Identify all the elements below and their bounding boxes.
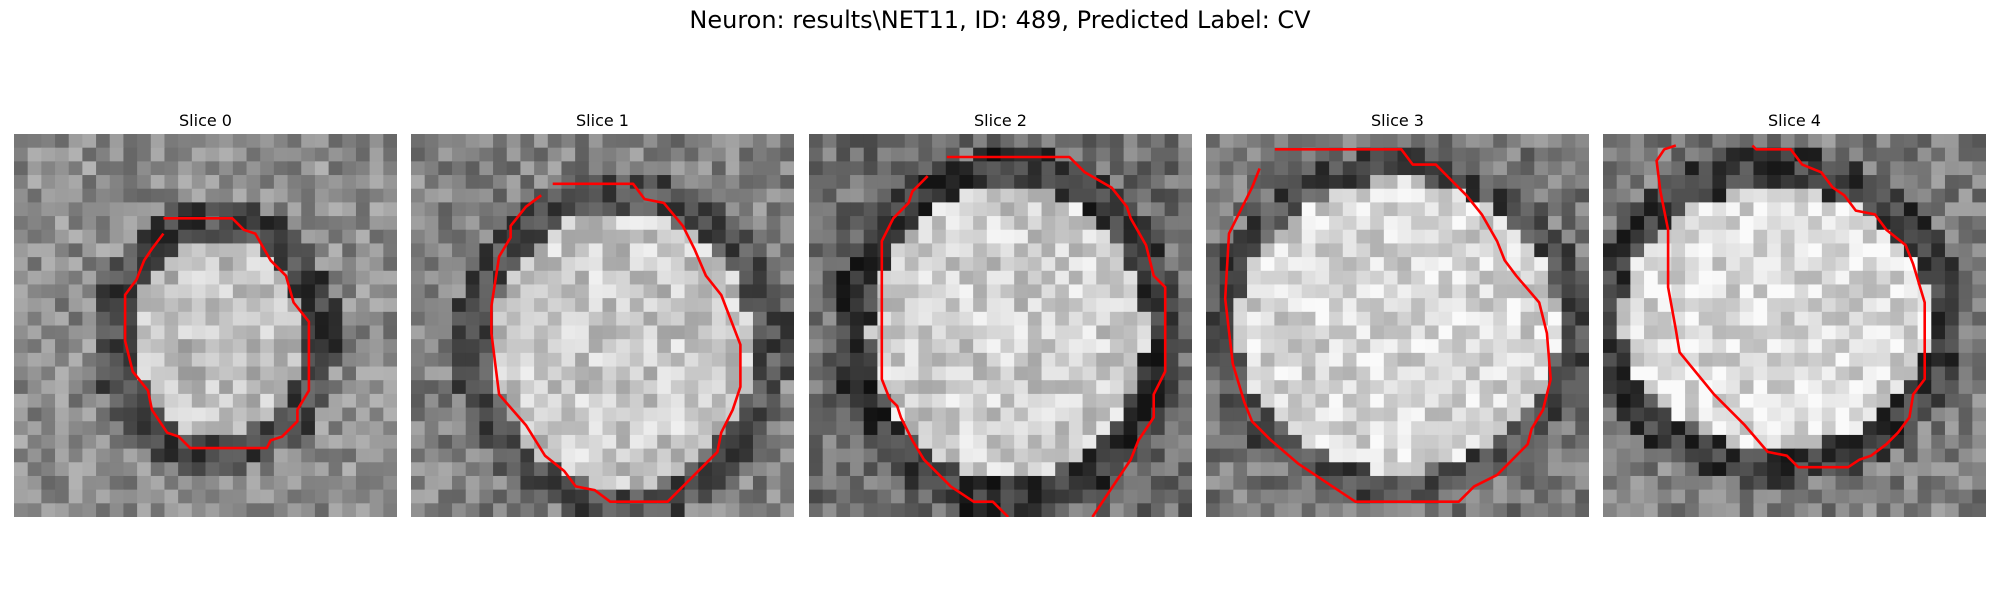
figure-title: Neuron: results\NET11, ID: 489, Predicte… <box>689 6 1311 34</box>
contour-outline <box>1655 144 1926 469</box>
slice-image <box>809 134 1192 517</box>
contour-outline <box>880 155 1167 517</box>
pixel-grid <box>1206 134 1589 517</box>
slice-panel-3: Slice 3 <box>1206 108 1589 517</box>
slice-image <box>1603 134 1986 517</box>
slice-image <box>1206 134 1589 517</box>
slice-title: Slice 0 <box>179 111 232 130</box>
slice-image <box>14 134 397 517</box>
contour-outline <box>1223 148 1552 503</box>
contour-outline <box>123 217 311 450</box>
pixel-grid <box>1603 134 1986 517</box>
slice-panel-0: Slice 0 <box>14 108 397 517</box>
slice-image <box>411 134 794 517</box>
contour-outline <box>490 182 742 503</box>
slice-title: Slice 1 <box>576 111 629 130</box>
pixel-grid <box>14 134 397 517</box>
slice-title: Slice 3 <box>1371 111 1424 130</box>
slice-title: Slice 2 <box>974 111 1027 130</box>
slice-panel-2: Slice 2 <box>809 108 1192 517</box>
slice-panel-1: Slice 1 <box>411 108 794 517</box>
slice-panel-4: Slice 4 <box>1603 108 1986 517</box>
slice-title: Slice 4 <box>1768 111 1821 130</box>
pixel-grid <box>809 134 1192 517</box>
pixel-grid <box>411 134 794 517</box>
